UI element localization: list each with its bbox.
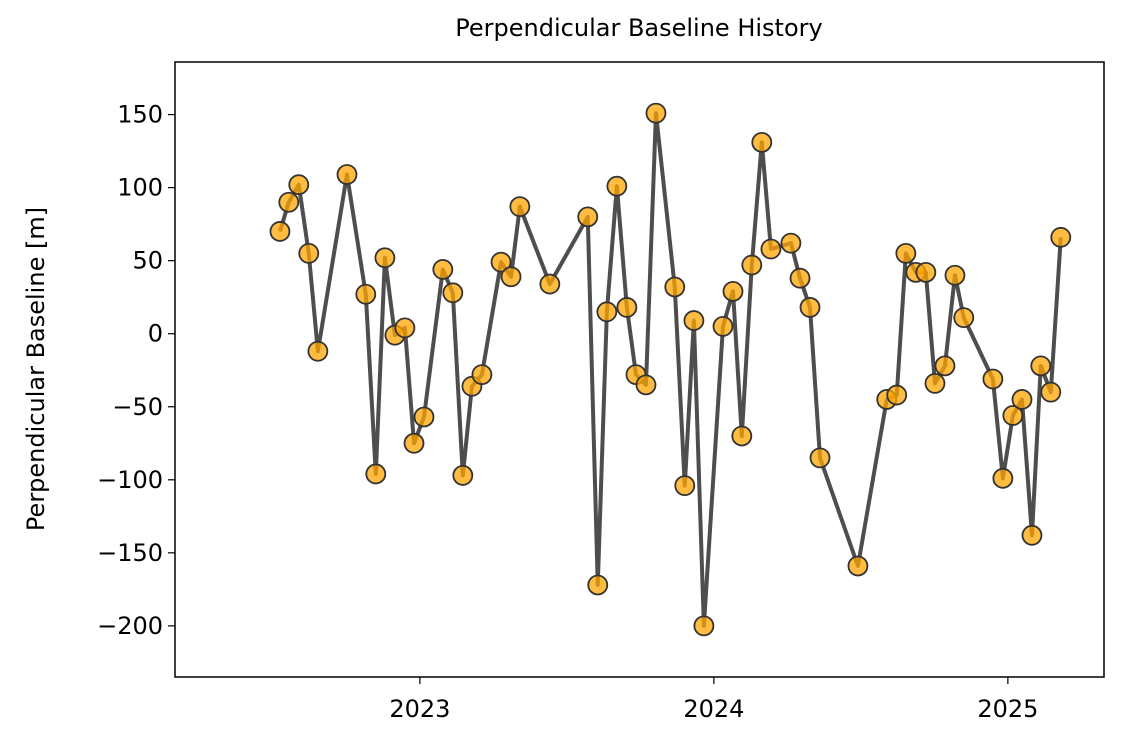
point xyxy=(780,232,802,254)
point xyxy=(886,384,908,406)
point xyxy=(355,283,377,305)
point xyxy=(1040,381,1062,403)
point xyxy=(915,261,937,283)
y-tick-label: 0 xyxy=(148,320,163,348)
point xyxy=(683,310,705,331)
point xyxy=(442,282,464,304)
y-tick-label: 50 xyxy=(132,247,163,275)
point xyxy=(500,266,522,288)
point xyxy=(722,280,744,302)
point xyxy=(712,316,734,337)
plot-frame xyxy=(174,61,1105,678)
point xyxy=(298,242,320,264)
point xyxy=(635,374,657,396)
point xyxy=(403,432,425,454)
point xyxy=(944,264,966,286)
point xyxy=(288,174,310,196)
x-tick-label: 2024 xyxy=(683,695,744,723)
y-tick-label: −50 xyxy=(112,393,163,421)
x-tick-label: 2025 xyxy=(977,695,1038,723)
point xyxy=(1021,524,1043,546)
point xyxy=(509,196,531,218)
point xyxy=(953,307,975,329)
point xyxy=(674,475,696,497)
point xyxy=(760,238,782,260)
point xyxy=(374,247,396,269)
point xyxy=(1050,226,1072,248)
point xyxy=(269,221,291,242)
point xyxy=(539,273,561,295)
point xyxy=(1002,405,1024,426)
y-tick-label: 150 xyxy=(117,101,163,129)
point xyxy=(577,206,599,228)
point xyxy=(471,364,493,386)
point xyxy=(307,340,329,362)
point xyxy=(741,254,763,276)
point xyxy=(731,425,753,447)
point xyxy=(799,297,821,318)
point xyxy=(847,555,869,577)
point xyxy=(616,297,638,318)
point xyxy=(365,463,387,485)
point xyxy=(992,467,1014,489)
point xyxy=(789,267,811,289)
x-tick-label: 2023 xyxy=(389,695,450,723)
point xyxy=(693,615,715,637)
point xyxy=(809,447,831,469)
point xyxy=(934,355,956,377)
point xyxy=(606,175,628,197)
point xyxy=(924,372,946,394)
point xyxy=(664,276,686,298)
point xyxy=(596,301,618,323)
point xyxy=(645,102,667,124)
y-tick-label: −200 xyxy=(97,612,163,640)
point xyxy=(895,242,917,264)
point xyxy=(751,131,773,153)
point xyxy=(413,406,435,428)
point xyxy=(490,251,512,273)
y-axis-label: Perpendicular Baseline [m] xyxy=(22,207,50,531)
chart-title: Perpendicular Baseline History xyxy=(455,14,822,42)
point xyxy=(336,164,358,185)
y-tick-label: 100 xyxy=(117,174,163,202)
point xyxy=(432,259,454,280)
point xyxy=(394,317,416,339)
point xyxy=(587,574,609,596)
y-tick-label: −150 xyxy=(97,539,163,567)
y-tick-label: −100 xyxy=(97,466,163,494)
point xyxy=(278,191,300,213)
point xyxy=(982,368,1004,390)
point xyxy=(452,465,474,486)
point xyxy=(1030,355,1052,377)
point xyxy=(1011,389,1033,410)
